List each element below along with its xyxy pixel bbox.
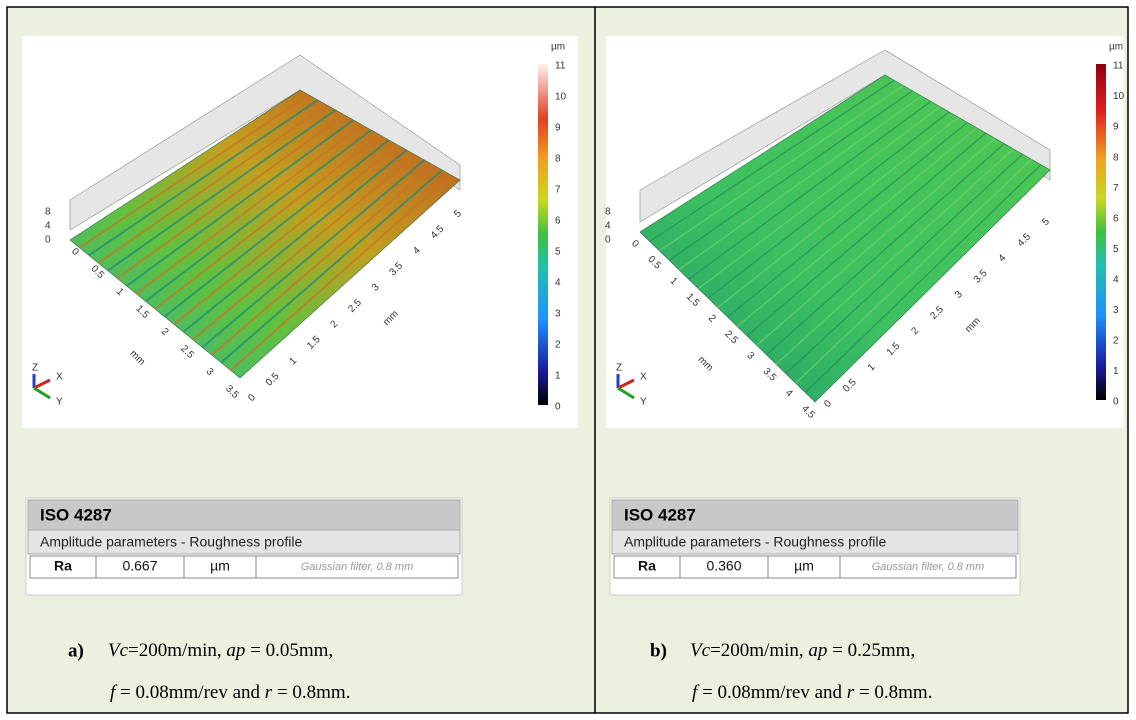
colorbar-tick-label: 7 xyxy=(1113,183,1119,194)
colorbar-tick-label: 6 xyxy=(1113,213,1119,224)
colorbar xyxy=(538,64,548,405)
colorbar-unit: µm xyxy=(551,42,565,53)
caption-line: f = 0.08mm/rev and r = 0.8mm. xyxy=(110,682,350,703)
caption-label: b) xyxy=(650,640,667,661)
caption-line: f = 0.08mm/rev and r = 0.8mm. xyxy=(692,682,932,703)
caption-run: = 0.8mm. xyxy=(854,682,932,703)
table-cell: Gaussian filter, 0.8 mm xyxy=(872,561,985,573)
colorbar-tick-label: 3 xyxy=(1113,305,1119,316)
colorbar-tick-label: 1 xyxy=(1113,366,1119,377)
table-cell: Gaussian filter, 0.8 mm xyxy=(301,561,414,573)
caption-run: ap xyxy=(226,640,245,661)
colorbar-tick-label: 7 xyxy=(555,185,561,196)
caption-line: Vc=200m/min, ap = 0.05mm, xyxy=(108,640,333,661)
z-tick-label: 0 xyxy=(45,235,51,246)
table-cell: µm xyxy=(794,558,814,574)
caption-run: =200m/min, xyxy=(710,640,808,661)
table-subtitle: Amplitude parameters - Roughness profile xyxy=(40,534,302,550)
caption-run: = 0.08mm/rev and xyxy=(697,682,847,703)
z-tick-label: 4 xyxy=(45,221,51,232)
z-tick-label: 4 xyxy=(605,221,611,232)
colorbar-tick-label: 2 xyxy=(555,340,561,351)
caption-run: Vc xyxy=(108,640,129,661)
colorbar-unit: µm xyxy=(1109,42,1123,53)
colorbar-tick-label: 4 xyxy=(555,278,561,289)
triad-label: X xyxy=(640,372,647,383)
caption-run: =200m/min, xyxy=(128,640,226,661)
colorbar-tick-label: 8 xyxy=(555,154,561,165)
colorbar-tick-label: 3 xyxy=(555,309,561,320)
table-subtitle: Amplitude parameters - Roughness profile xyxy=(624,534,886,550)
z-tick-label: 8 xyxy=(45,207,51,218)
table-cell: µm xyxy=(210,558,230,574)
colorbar-tick-label: 4 xyxy=(1113,274,1119,285)
caption-run: = 0.05mm, xyxy=(245,640,333,661)
triad-label: X xyxy=(56,372,63,383)
colorbar-tick-label: 11 xyxy=(1113,61,1124,72)
colorbar xyxy=(1096,64,1106,400)
colorbar-tick-label: 5 xyxy=(1113,244,1119,255)
colorbar-tick-label: 0 xyxy=(555,402,561,413)
table-title: ISO 4287 xyxy=(624,505,696,524)
figure-page: 84000.511.522.533.500.511.522.533.544.55… xyxy=(0,0,1136,720)
colorbar-tick-label: 11 xyxy=(555,61,566,72)
table-cell: 0.667 xyxy=(122,558,157,574)
triad-label: Z xyxy=(32,363,38,374)
table-cell: 0.360 xyxy=(706,558,741,574)
caption-run: Vc xyxy=(690,640,711,661)
table-cell: Ra xyxy=(54,558,72,574)
colorbar-tick-label: 8 xyxy=(1113,152,1119,163)
triad-label: Z xyxy=(616,363,622,374)
caption-run: = 0.8mm. xyxy=(272,682,350,703)
colorbar-tick-label: 10 xyxy=(555,92,567,103)
triad-label: Y xyxy=(56,397,63,408)
z-tick-label: 8 xyxy=(605,207,611,218)
colorbar-tick-label: 0 xyxy=(1113,397,1119,408)
caption-run: = 0.08mm/rev and xyxy=(115,682,265,703)
colorbar-tick-label: 9 xyxy=(555,123,561,134)
triad-label: Y xyxy=(640,397,647,408)
z-tick-label: 0 xyxy=(605,235,611,246)
table-title: ISO 4287 xyxy=(40,505,112,524)
table-cell: Ra xyxy=(638,558,656,574)
colorbar-tick-label: 1 xyxy=(555,371,561,382)
colorbar-tick-label: 2 xyxy=(1113,336,1119,347)
caption-line: Vc=200m/min, ap = 0.25mm, xyxy=(690,640,915,661)
colorbar-tick-label: 6 xyxy=(555,216,561,227)
colorbar-tick-label: 5 xyxy=(555,247,561,258)
colorbar-tick-label: 10 xyxy=(1113,91,1125,102)
caption-run: ap xyxy=(808,640,827,661)
caption-run: = 0.25mm, xyxy=(827,640,915,661)
caption-label: a) xyxy=(68,640,84,661)
colorbar-tick-label: 9 xyxy=(1113,122,1119,133)
